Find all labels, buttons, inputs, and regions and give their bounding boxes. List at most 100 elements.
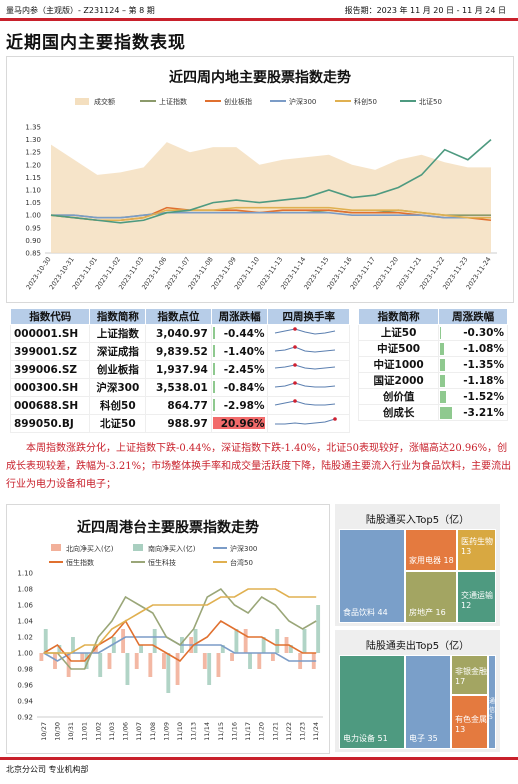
weekly-change: -0.44%	[210, 324, 269, 343]
southbound-bar	[316, 605, 321, 653]
change-bar	[440, 327, 442, 339]
sparkline	[275, 399, 336, 406]
southbound-bar	[43, 629, 48, 653]
hk-index-chart: 北向净买入(亿) 南向净买入(亿) 沪深300 恒生指数 恒生科技 台湾50 1.10 1.0…	[17, 544, 323, 741]
x-tick-label: 11/13	[190, 722, 198, 741]
col-change: 周涨跌幅	[438, 308, 508, 325]
change-value: -0.44%	[223, 327, 265, 340]
turnover-sparkline	[267, 396, 350, 415]
legend-label: 沪深300	[230, 544, 257, 553]
tile-label: 交通运输 12	[461, 591, 493, 610]
y-tick-label: 1.35	[25, 124, 41, 132]
southbound-bar	[193, 629, 198, 653]
tile-label: 医药生物 13	[461, 537, 493, 556]
southbound-bar	[275, 629, 280, 653]
tile-label: 家用电器 18	[409, 556, 454, 565]
treemap-tile: 家用电器 18	[405, 529, 457, 571]
treemap-tile: 有色金属 13	[451, 695, 488, 749]
treemap-tile: 医药生物 13	[457, 529, 496, 571]
change-bar	[440, 407, 453, 419]
change-value: -1.40%	[223, 345, 265, 358]
col-name: 指数简称	[357, 308, 440, 325]
legend-label: 北证50	[419, 98, 442, 106]
weekly-change: 20.96%	[210, 414, 269, 433]
legend-label: 台湾50	[230, 558, 253, 567]
sparkline	[275, 327, 336, 335]
southbound-bar	[166, 653, 171, 693]
col-code: 指数代码	[9, 308, 91, 325]
table-row: 国证2000 -1.18%	[357, 372, 508, 389]
y-tick-label: 0.85	[25, 250, 41, 258]
treemap-tile: 非银金融 17	[451, 655, 488, 695]
northbound-bar	[53, 653, 57, 669]
turnover-sparkline	[267, 324, 350, 343]
weekly-change: -1.18%	[438, 372, 508, 389]
change-value: -1.18%	[463, 374, 504, 387]
sparkline-marker	[293, 399, 298, 403]
sparkline-line	[275, 364, 336, 370]
legend-label: 上证指数	[159, 97, 187, 106]
x-tick-label: 11/22	[285, 722, 293, 741]
change-value: -1.52%	[463, 390, 504, 403]
style-index-table: 指数简称 周涨跌幅 上证50 -0.30% 中证500 -1.08% 中证1000 -1.…	[357, 308, 508, 421]
weekly-change: -1.52%	[438, 388, 508, 405]
inflow-panel: 陆股通买入Top5（亿） 食品饮料 44 家用电器 18 医药生物 13 房地产 16…	[335, 504, 500, 626]
inflow-title: 陆股通买入Top5（亿）	[365, 515, 470, 526]
x-tick-label: 10/27	[40, 722, 48, 741]
x-tick-label: 11/24	[312, 722, 320, 741]
turnover-sparkline	[267, 360, 350, 379]
southbound-bar	[261, 637, 266, 653]
northbound-bar	[80, 653, 85, 661]
index-name: 中证500	[357, 340, 440, 357]
x-tick-label: 11/20	[258, 722, 266, 741]
change-value: -3.21%	[463, 406, 504, 419]
sparkline	[275, 363, 336, 370]
page-title: 近期国内主要指数表现	[6, 33, 186, 53]
legend-label: 沪深300	[289, 97, 316, 106]
change-bar	[212, 327, 215, 339]
sparkline-marker	[293, 327, 298, 331]
northbound-bar	[257, 653, 262, 669]
legend-swatch	[133, 544, 143, 551]
sparkline	[275, 417, 338, 425]
change-bar	[440, 375, 445, 387]
inflow-treemap: 食品饮料 44 家用电器 18 医药生物 13 房地产 16 交通运输 12	[339, 529, 496, 623]
tile-label: 通信 5	[489, 698, 496, 721]
index-name: 创业板指	[89, 360, 147, 379]
report-header: 量马内参（主观版）- Z231124 – 第 8 期 报告期：2023 年 11…	[0, 0, 518, 20]
change-bar	[212, 363, 215, 375]
weekly-change: -3.21%	[438, 404, 508, 421]
change-bar	[440, 359, 446, 371]
legend-swatch	[51, 544, 61, 551]
x-tick-label: 11/01	[81, 722, 89, 741]
y-tick-label: 1.15	[25, 174, 41, 182]
southbound-bar	[125, 653, 130, 685]
southbound-bar	[111, 637, 116, 653]
treemap-tile: 通信 5	[488, 655, 496, 749]
sparkline-marker	[293, 363, 298, 367]
index-name: 上证50	[357, 324, 440, 341]
index-point: 1,937.94	[145, 360, 212, 379]
index-code: 899050.BJ	[9, 414, 91, 433]
change-bar	[440, 343, 445, 355]
southbound-bar	[220, 645, 225, 653]
northbound-bar	[148, 653, 153, 677]
y-tick-label: 1.00	[17, 650, 33, 658]
report-period: 报告期：2023 年 11 月 20 日 - 11 月 24 日	[344, 6, 506, 15]
index-point: 864.77	[145, 396, 212, 415]
y-tick-label: 1.04	[17, 618, 33, 626]
x-tick-label: 11/08	[149, 722, 157, 741]
northbound-bar	[202, 653, 207, 669]
sparkline-marker	[293, 381, 298, 385]
weekly-change: -2.45%	[210, 360, 269, 379]
y-tick-label: 0.92	[17, 714, 33, 722]
index-name: 中证1000	[357, 356, 440, 373]
table-row: 000001.SH 上证指数 3,040.97 -0.44%	[9, 324, 350, 343]
col-turnover: 四周换手率	[267, 308, 350, 325]
report-series: 量马内参（主观版）- Z231124 – 第 8 期	[6, 6, 155, 15]
southbound-bar	[84, 653, 89, 669]
line-series	[43, 619, 317, 663]
y-tick-label: 1.20	[25, 161, 41, 169]
x-tick-label: 11/02	[94, 722, 102, 741]
legend-label: 成交额	[94, 97, 115, 106]
